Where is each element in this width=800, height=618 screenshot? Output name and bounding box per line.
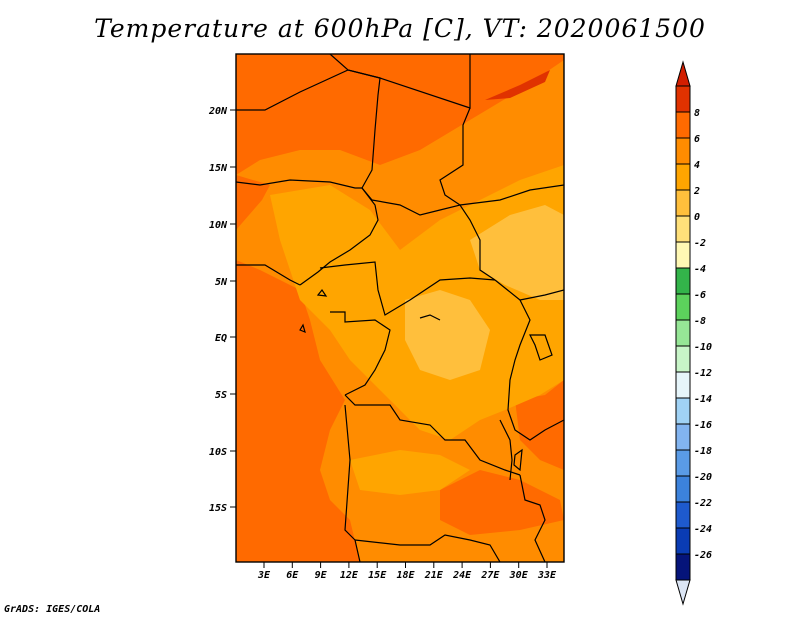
colorbar-label: -14 [694,394,712,405]
colorbar-swatch [675,137,691,165]
colorbar-label: -4 [694,264,706,275]
field-above-4-southeast [440,470,564,535]
colorbar-label: -16 [694,420,712,431]
colorbar-label: 6 [694,134,700,145]
temperature-field [236,54,564,562]
lon-label: 21E [424,570,444,581]
lon-label: 6E [286,570,299,581]
colorbar-label: 4 [694,160,700,171]
field-below-0-basin [405,290,490,380]
lon-label: 3E [257,570,271,581]
field-below-0 [470,205,564,300]
colorbar-swatch [675,397,691,425]
grads-credit: GrADS: IGES/COLA [4,604,101,615]
map-frame [235,53,565,563]
lon-label: 33E [537,570,557,581]
colorbar-label: -20 [694,472,712,483]
field-0-to-2-south [350,450,470,495]
colorbar-swatch [675,553,691,581]
colorbar-swatch [675,319,691,347]
lon-label: 15E [368,570,387,581]
colorbar-swatch [675,423,691,451]
colorbar-label: 0 [694,212,700,223]
colorbar-swatch [675,527,691,555]
colorbar: 8 6 4 2 0 -2 -4 -6 -8 -10 -12 -14 -16 -18 -20 -22 -24 -26 [675,60,712,606]
colorbar-label: -8 [694,316,706,327]
colorbar-swatch [675,241,691,269]
lat-label: 10S [209,447,227,458]
map-title: Temperature at 600hPa [C], VT: 202006150… [94,14,706,43]
colorbar-label: 8 [694,108,700,119]
lon-label: 27E [480,570,500,581]
colorbar-swatch [675,345,691,373]
colorbar-swatch [675,475,691,503]
colorbar-label: -22 [694,498,712,509]
lat-label: 15S [209,503,227,514]
colorbar-swatch [675,267,691,295]
field-6-to-8 [485,70,550,100]
lat-label: 5S [215,390,227,401]
lon-label: 18E [396,570,415,581]
colorbar-label: -24 [694,524,712,535]
lon-label: 30E [509,570,529,581]
lon-label: 9E [315,570,328,581]
colorbar-swatch [675,85,691,113]
colorbar-label: -10 [694,342,712,353]
longitude-axis: 3E 6E 9E 12E 15E 18E 21E 24E 27E 30E 33E [257,562,557,581]
colorbar-label: -18 [694,446,712,457]
lat-label: EQ [215,333,227,344]
colorbar-swatch [675,371,691,399]
colorbar-swatch [675,163,691,191]
lat-label: 20N [208,106,228,117]
colorbar-swatch [675,215,691,243]
colorbar-swatch [675,501,691,529]
lon-label: 24E [452,570,472,581]
field-above-4-southwest [236,260,360,562]
colorbar-top-arrow [675,60,691,87]
colorbar-swatch [675,449,691,477]
latitude-axis: 20N 15N 10N 5N EQ 5S 10S 15S [208,106,236,514]
field-above-4-west [236,175,270,230]
colorbar-swatch [675,293,691,321]
colorbar-label: -2 [694,238,706,249]
colorbar-label: 2 [693,186,700,197]
colorbar-label: -6 [694,290,706,301]
lat-label: 15N [209,163,228,174]
colorbar-label: -26 [694,550,712,561]
field-above-4-east [515,380,564,470]
colorbar-bottom-arrow [675,579,691,606]
colorbar-swatch [675,189,691,217]
lon-label: 12E [340,570,359,581]
colorbar-swatch [675,111,691,139]
country-boundaries [236,54,564,562]
lat-label: 10N [209,220,228,231]
lat-label: 5N [215,277,228,288]
colorbar-label: -12 [694,368,712,379]
